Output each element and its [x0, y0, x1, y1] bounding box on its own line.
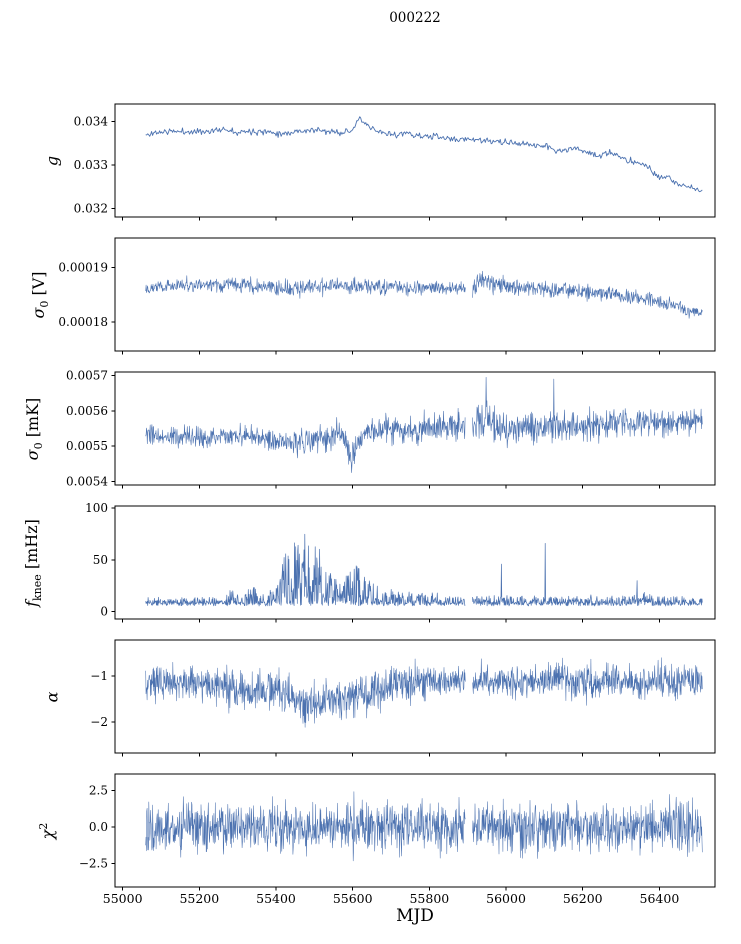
- y-tick-label: 50: [93, 553, 108, 567]
- y-tick-label: −2.5: [79, 857, 108, 871]
- panel-chi2: −2.5 0.0 2.5 55000 55200 55400 55600 55800 56000…: [79, 773, 716, 906]
- y-tick-label: 0: [100, 605, 108, 619]
- y-tick-label: 0.032: [74, 201, 108, 215]
- axes-frame: [114, 773, 716, 888]
- x-tick-label: 55000: [103, 891, 143, 906]
- y-tick-label: 0.034: [74, 114, 109, 128]
- x-tick-label: 55200: [179, 891, 219, 906]
- series-chi2: [145, 791, 466, 862]
- y-tick-label: −1: [90, 669, 108, 683]
- y-axis-label-part: f: [21, 600, 41, 607]
- y-axis-label-part: σ: [28, 307, 48, 319]
- panel-sigma0-mk: 0.0054 0.0055 0.0056 0.0057: [66, 369, 716, 489]
- axes-frame: [114, 103, 716, 218]
- y-axis-label-part: [V]: [28, 270, 48, 301]
- y-axis-label-part: χ: [38, 829, 58, 839]
- x-tick-label: 55400: [256, 891, 296, 906]
- x-tick-label: 56200: [563, 891, 603, 906]
- series-sigma0-v: [472, 270, 703, 319]
- series-sigma0-mk: [472, 376, 703, 449]
- y-axis-label-sigma0-v: σ0 [V]: [29, 271, 51, 318]
- series-sigma0-v: [145, 275, 466, 299]
- series-chi2: [472, 794, 703, 859]
- x-tick-label: 55600: [333, 891, 373, 906]
- axes-frame: [114, 371, 716, 486]
- y-axis-label-part: [mK]: [22, 397, 42, 442]
- y-axis-label-sigma0-mk: σ0 [mK]: [23, 397, 45, 460]
- y-axis-label-part: 0: [38, 300, 52, 308]
- y-tick-label: 0.0: [89, 820, 108, 834]
- panel-sigma0-v: 0.00018 0.00019: [58, 237, 716, 355]
- y-axis-label-part: 0: [32, 441, 46, 449]
- y-tick-label: 0.0056: [66, 404, 108, 418]
- y-tick-label: 0.00018: [58, 315, 108, 329]
- y-axis-label-part: knee: [31, 573, 45, 601]
- series-fknee: [472, 542, 703, 607]
- x-tick-label: 56400: [640, 891, 680, 906]
- axes-frame: [114, 505, 716, 620]
- y-tick-label: 0.0054: [66, 474, 108, 488]
- y-tick-label: 0.0057: [66, 369, 108, 383]
- y-tick-label: 100: [85, 501, 108, 515]
- axes-frame: [114, 639, 716, 754]
- y-tick-label: 2.5: [89, 784, 108, 798]
- panel-g: 0.032 0.033 0.034: [74, 103, 716, 221]
- series-alpha: [145, 658, 466, 728]
- y-axis-label-alpha: α: [43, 691, 62, 702]
- series-g: [145, 116, 703, 193]
- series-sigma0-mk: [145, 407, 466, 473]
- y-tick-label: −2: [90, 715, 108, 729]
- panel-fknee: 0 50 100: [85, 501, 716, 623]
- series-alpha: [472, 657, 703, 706]
- y-axis-label-part: σ: [22, 448, 42, 460]
- y-tick-label: 0.0055: [66, 439, 108, 453]
- panel-alpha: −2 −1: [90, 639, 716, 757]
- y-axis-label-part: α: [42, 691, 62, 702]
- y-axis-label-part: [mHz]: [21, 518, 41, 574]
- x-axis-label: MJD: [396, 906, 434, 926]
- axes-frame: [114, 237, 716, 352]
- y-axis-label-part: g: [42, 155, 62, 166]
- y-axis-label-g: g: [43, 155, 62, 165]
- x-tick-label: 55800: [409, 891, 449, 906]
- y-axis-label-chi2: χ2: [37, 822, 57, 839]
- y-tick-label: 0.00019: [58, 261, 108, 275]
- y-tick-label: 0.033: [74, 158, 108, 172]
- y-axis-label-fknee: fknee [mHz]: [22, 519, 44, 607]
- figure-title: 000222: [389, 10, 441, 26]
- x-tick-label: 56000: [486, 891, 526, 906]
- series-fknee: [145, 533, 466, 607]
- y-axis-label-part: 2: [36, 822, 50, 830]
